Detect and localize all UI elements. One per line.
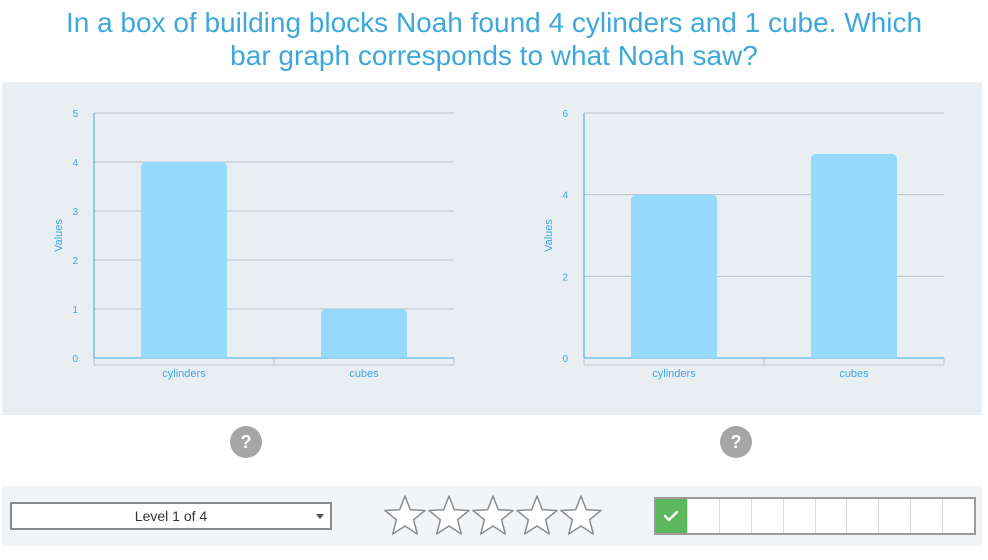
y-tick-label: 5 — [72, 109, 78, 120]
bar-cylinders — [141, 162, 227, 358]
y-tick-label: 2 — [72, 256, 78, 267]
question-line-2: bar graph corresponds to what Noah saw? — [230, 40, 758, 71]
progress-cell — [752, 499, 784, 533]
y-tick-label: 6 — [562, 109, 568, 120]
progress-cell — [816, 499, 848, 533]
progress-cell — [943, 499, 974, 533]
x-tick-label: cubes — [349, 368, 379, 380]
star-icon — [384, 495, 426, 535]
chevron-down-icon — [316, 514, 324, 519]
bar-chart-option-2[interactable]: 0 2 4 6 Values cylinders cubes — [492, 82, 982, 415]
y-tick-label: 4 — [72, 158, 78, 169]
progress-cell — [688, 499, 720, 533]
star-icon — [472, 495, 514, 535]
bar-cylinders — [631, 194, 717, 358]
footer-bar: Level 1 of 4 — [2, 486, 982, 546]
progress-cell — [911, 499, 944, 533]
progress-tracker — [654, 497, 976, 535]
bar-cubes — [811, 153, 897, 358]
level-select[interactable]: Level 1 of 4 — [10, 502, 332, 530]
y-tick-label: 0 — [72, 354, 78, 365]
y-axis-title: Values — [543, 219, 555, 252]
level-select-value: Level 1 of 4 — [134, 508, 208, 524]
help-button-option-2[interactable]: ? — [720, 426, 752, 458]
y-tick-label: 4 — [562, 191, 568, 202]
star-icon — [516, 495, 558, 535]
progress-cell — [720, 499, 752, 533]
bar-cubes — [321, 309, 407, 358]
question-mark-icon: ? — [240, 432, 252, 452]
progress-cell — [879, 499, 912, 533]
progress-cell — [784, 499, 816, 533]
checkmark-icon — [664, 510, 679, 522]
progress-cell — [847, 499, 880, 533]
question-line-1: In a box of building blocks Noah found 4… — [65, 7, 923, 38]
x-tick-label: cylinders — [162, 368, 206, 380]
y-tick-label: 2 — [562, 272, 568, 283]
x-tick-label: cylinders — [652, 368, 696, 380]
star-icon — [428, 495, 470, 535]
question-mark-icon: ? — [730, 432, 742, 452]
y-tick-label: 0 — [562, 354, 568, 365]
y-tick-label: 3 — [72, 207, 78, 218]
y-tick-label: 1 — [72, 305, 78, 316]
star-icon — [560, 495, 602, 535]
help-button-option-1[interactable]: ? — [230, 426, 262, 458]
question-text: In a box of building blocks Noah found 4… — [0, 6, 988, 72]
bar-chart-option-1[interactable]: 0 1 2 3 4 5 Values cylinders cubes — [2, 82, 492, 415]
star-rating — [384, 495, 602, 535]
x-tick-label: cubes — [839, 368, 869, 380]
progress-cell — [656, 499, 688, 533]
chart-options-panel: 0 1 2 3 4 5 Values cylinders cubes 0 2 4 6 Values cyl… — [2, 82, 982, 415]
y-axis-title: Values — [53, 219, 65, 252]
